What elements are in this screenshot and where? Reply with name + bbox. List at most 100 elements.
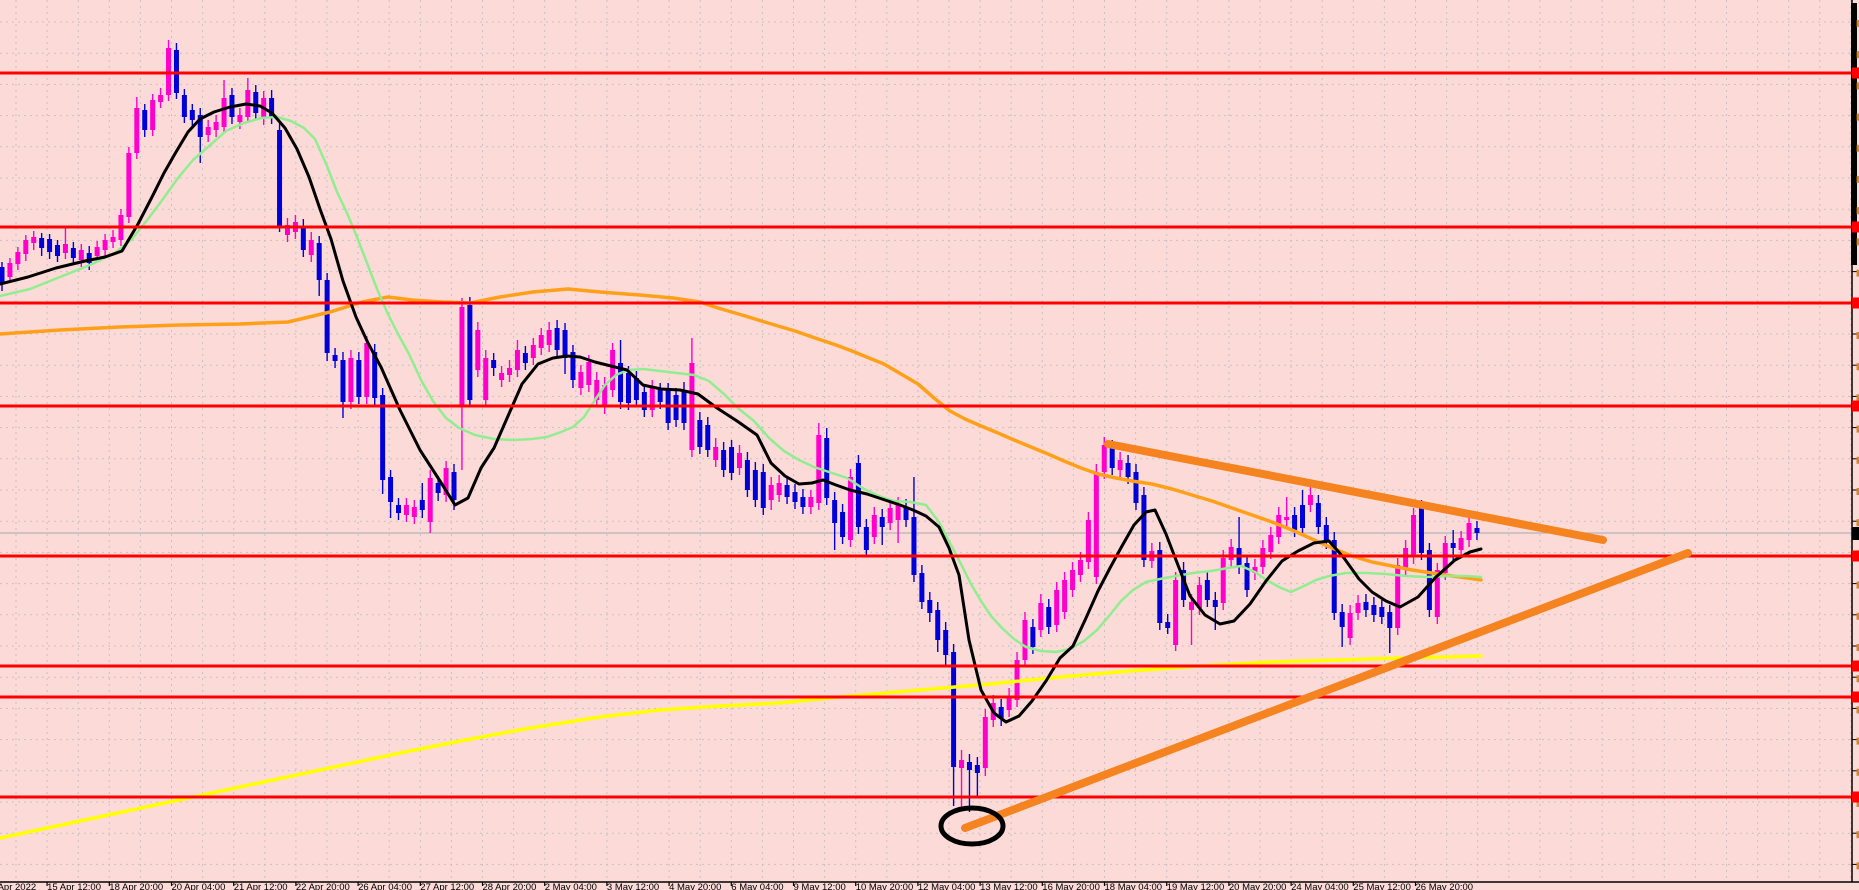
bear-candle-body — [1204, 580, 1210, 600]
bear-candle-body — [1323, 525, 1329, 542]
bull-candle-body — [1173, 580, 1179, 645]
price-label-stub — [1856, 768, 1859, 776]
bull-candle-body — [237, 115, 243, 122]
bear-candle-body — [1363, 602, 1369, 610]
bull-candle-body — [348, 358, 354, 402]
price-label-stub — [1856, 612, 1859, 620]
bear-candle-body — [1387, 612, 1393, 628]
bear-candle-body — [388, 477, 394, 502]
bull-candle-body — [284, 225, 290, 235]
bear-candle-body — [467, 305, 473, 400]
bear-candle-body — [1371, 605, 1377, 615]
bear-candle-body — [911, 517, 917, 575]
bull-candle-body — [808, 497, 814, 507]
bull-candle-body — [1355, 603, 1361, 613]
bull-candle-body — [94, 247, 100, 256]
time-axis-label: 2 May 04:00 — [545, 882, 597, 890]
bear-candle-body — [832, 500, 838, 523]
bear-candle-body — [1418, 508, 1424, 553]
bull-candle-body — [602, 385, 608, 407]
bear-candle-body — [697, 420, 703, 447]
lower-ascending-trendline[interactable] — [961, 549, 1692, 832]
bull-candle-body — [364, 343, 370, 397]
bear-candle-body — [324, 280, 330, 353]
ellipse-annotation[interactable] — [938, 805, 1006, 847]
bull-candle-body — [959, 760, 965, 768]
bull-candle-body — [713, 447, 719, 460]
price-label-stub — [1856, 737, 1859, 745]
bull-candle-body — [110, 237, 116, 242]
price-label-stub — [1856, 394, 1859, 402]
bull-candle-body — [15, 252, 21, 264]
bear-candle-body — [729, 447, 735, 473]
bear-candle-body — [863, 527, 869, 550]
bull-candle-body — [848, 477, 854, 540]
level-price-tag — [1852, 221, 1859, 233]
bear-candle-body — [721, 450, 727, 470]
right-edge-black-bar[interactable] — [1851, 3, 1857, 265]
bull-candle-body — [1403, 548, 1409, 568]
price-label-stub — [1856, 644, 1859, 651]
price-label-stub — [1856, 238, 1859, 246]
price-label-stub — [1856, 82, 1859, 90]
bear-candle-body — [919, 573, 925, 602]
bull-candle-body — [126, 153, 132, 217]
bull-candle-body — [776, 483, 782, 495]
bear-candle-body — [1125, 463, 1131, 477]
bear-candle-body — [269, 98, 275, 117]
price-label-stub — [1856, 675, 1859, 683]
bull-candle-body — [514, 350, 520, 370]
bull-candle-body — [594, 380, 600, 400]
bear-candle-body — [491, 360, 497, 368]
price-label-stub — [1856, 363, 1859, 371]
bear-candle-body — [760, 472, 766, 508]
bull-candle-body — [7, 263, 13, 277]
upper-descending-trendline[interactable] — [1104, 440, 1607, 544]
bull-candle-body — [411, 507, 417, 517]
bull-candle-body — [1220, 558, 1226, 603]
bear-candle-body — [1331, 540, 1337, 613]
bull-candle-body — [530, 345, 536, 358]
bull-candle-body — [895, 505, 901, 520]
bear-candle-body — [879, 517, 885, 527]
bear-candle-body — [181, 95, 187, 117]
time-axis: 14 Apr 2022 15 Apr 12:00 18 Apr 20:00 20 Ap… — [0, 882, 1473, 890]
bear-candle-body — [277, 130, 283, 226]
bull-candle-body — [1189, 602, 1194, 610]
bull-candle-body — [62, 244, 68, 253]
bull-candle-body — [546, 330, 552, 345]
bull-candle-body — [1062, 580, 1068, 612]
bull-candle-body — [1093, 472, 1099, 577]
bear-candle-body — [0, 267, 5, 283]
bull-candle-body — [610, 350, 616, 390]
time-axis-label: 16 May 20:00 — [1042, 882, 1100, 890]
bull-candle-body — [158, 95, 164, 102]
bid-price-tag — [1852, 527, 1859, 540]
bull-candle-body — [1038, 603, 1044, 630]
bear-candle-body — [340, 360, 346, 402]
time-axis-label: 26 Apr 04:00 — [358, 882, 412, 890]
bull-candle-body — [1054, 590, 1060, 625]
bear-candle-body — [1474, 528, 1480, 533]
time-axis-label: 14 Apr 2022 — [0, 882, 36, 890]
bear-candle-body — [784, 485, 790, 497]
time-axis-label: 19 May 12:00 — [1167, 882, 1225, 890]
bear-candle-body — [356, 360, 362, 397]
bear-candle-body — [792, 492, 798, 502]
bear-candle-body — [657, 390, 663, 402]
bear-candle-body — [1109, 448, 1115, 468]
bull-candle-body — [1006, 697, 1012, 710]
time-axis-label: 18 May 04:00 — [1105, 882, 1163, 890]
bull-candle-body — [1411, 515, 1417, 557]
time-axis-label: 21 Apr 12:00 — [234, 882, 288, 890]
price-label-stub — [1856, 207, 1859, 215]
time-axis-label: 4 May 20:00 — [669, 882, 721, 890]
bull-candle-body — [31, 237, 37, 243]
bear-candle-body — [800, 497, 806, 507]
price-label-stub — [1856, 20, 1859, 27]
bear-candle-body — [562, 330, 568, 358]
bear-candle-body — [1426, 550, 1432, 610]
